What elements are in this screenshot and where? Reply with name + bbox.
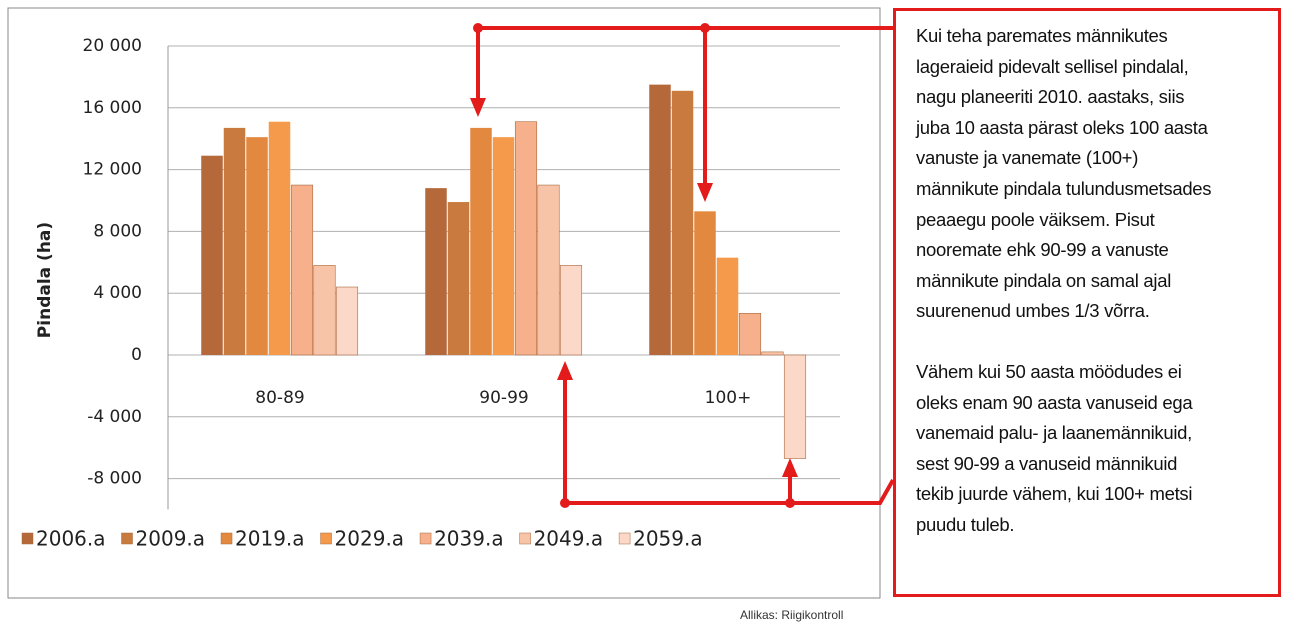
annotation-line: vanuste ja vanemate (100+)	[916, 147, 1139, 169]
annotation-line: männikute pindala tulundusmetsades	[916, 177, 1212, 199]
legend-label: 2006.a	[36, 527, 106, 551]
bar	[783, 354, 807, 459]
legend-label: 2009.a	[136, 527, 206, 551]
bar	[492, 137, 515, 355]
bar	[761, 351, 784, 356]
bar	[559, 265, 583, 356]
arrow-head	[470, 98, 486, 117]
x-tick-label: 100+	[705, 388, 752, 408]
legend-swatch	[419, 532, 432, 545]
bar	[694, 211, 716, 355]
annotation-line: lageraieid pidevalt sellisel pindalal,	[916, 55, 1189, 77]
legend-label: 2049.a	[534, 527, 604, 551]
annotation-arrows	[470, 23, 895, 508]
legend-label: 2059.a	[633, 527, 703, 551]
legend-swatch	[519, 532, 531, 545]
bar	[738, 312, 762, 356]
annotation-paragraph: Kui teha paremates männikutes lageraieid …	[916, 21, 1278, 327]
annotation-line: juba 10 aasta pärast oleks 100 aasta	[916, 116, 1208, 138]
x-tick-label: 90-99	[479, 388, 528, 408]
x-tick-label: 80-89	[255, 388, 304, 408]
labels: -8 000 -4 000 0 4 000 8 000 12 000 16 000 20 00…	[21, 36, 752, 551]
bar	[313, 265, 336, 356]
arrow-head	[782, 458, 798, 477]
legend-label: 2039.a	[434, 527, 504, 551]
y-axis-label: Pindala (ha)	[35, 222, 55, 338]
annotation-line: puudu tuleb.	[916, 513, 1015, 535]
bar	[649, 84, 671, 355]
bar	[447, 202, 470, 355]
bar	[514, 121, 538, 356]
annotation-line: tekib juurde vähem, kui 100+ metsi	[916, 483, 1193, 505]
bar	[671, 90, 694, 356]
annotation-line: sest 90-99 a vanuseid männikuid	[916, 452, 1178, 474]
arrow-dot	[785, 498, 795, 508]
annotation-line: Vähem kui 50 aasta möödudes ei	[916, 360, 1182, 382]
annotation-line: vanemaid palu- ja laanemännikuid,	[916, 422, 1193, 444]
y-tick-label: 8 000	[93, 221, 142, 241]
bar	[290, 184, 314, 356]
annotation-box: Kui teha paremates männikutes lageraieid …	[893, 8, 1281, 597]
arrow-head	[697, 183, 713, 202]
source: Allikas: Riigikontroll	[740, 608, 844, 622]
arrow-head	[557, 361, 573, 380]
legend-swatch	[220, 532, 233, 545]
bars	[201, 84, 807, 459]
y-tick-label: 20 000	[83, 36, 142, 56]
bar	[335, 286, 359, 356]
y-tick-label: 12 000	[83, 160, 142, 180]
annotation-paragraph: Vähem kui 50 aasta möödudes ei oleks enam…	[916, 357, 1278, 541]
bar	[470, 127, 492, 355]
y-tick-label: 0	[131, 345, 142, 365]
bar	[268, 121, 291, 355]
arrow-line	[563, 378, 895, 505]
annotation-line: peaaegu poole väiksem. Pisut	[916, 208, 1155, 230]
bar	[201, 155, 223, 355]
legend-label: 2029.a	[335, 527, 405, 551]
annotation-line: nagu planeeriti 2010. aastaks, siis	[916, 86, 1185, 108]
bar	[246, 137, 268, 355]
annotation-line: Kui teha paremates männikutes	[916, 25, 1168, 46]
legend-swatch	[618, 532, 631, 545]
legend-swatch	[320, 532, 332, 545]
bar	[223, 127, 246, 355]
legend-label: 2019.a	[235, 527, 305, 551]
y-tick-label: 4 000	[93, 283, 142, 303]
annotation-line: suurenenud umbes 1/3 võrra.	[916, 300, 1150, 322]
bar	[537, 184, 560, 356]
legend-swatch	[21, 532, 34, 545]
arrow-dot	[560, 498, 570, 508]
arrow-dot	[473, 23, 483, 33]
bar	[425, 188, 447, 355]
bar	[716, 257, 739, 355]
y-tick-label: -4 000	[87, 407, 142, 427]
annotation-line: oleks enam 90 aasta vanuseid ega	[916, 391, 1193, 413]
annotation-line: männikute pindala on samal ajal	[916, 269, 1172, 291]
annotation-line: nooremate ehk 90-99 a vanuste	[916, 239, 1169, 261]
arrow-dot	[700, 23, 710, 33]
y-tick-label: -8 000	[87, 469, 142, 489]
y-tick-label: 16 000	[83, 98, 142, 118]
legend-swatch	[121, 532, 133, 545]
